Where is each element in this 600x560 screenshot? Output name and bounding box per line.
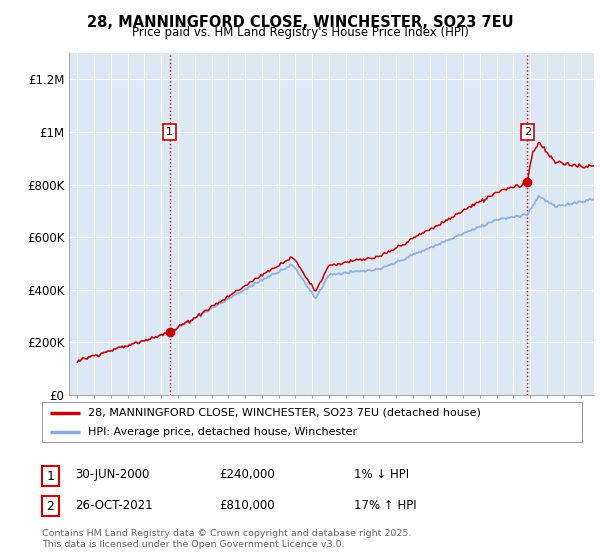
Text: 30-JUN-2000: 30-JUN-2000 <box>75 468 149 482</box>
Text: HPI: Average price, detached house, Winchester: HPI: Average price, detached house, Winc… <box>88 427 357 436</box>
Text: 1: 1 <box>166 127 173 137</box>
Text: 28, MANNINGFORD CLOSE, WINCHESTER, SO23 7EU: 28, MANNINGFORD CLOSE, WINCHESTER, SO23 … <box>86 15 514 30</box>
Text: 2: 2 <box>46 500 55 513</box>
Text: 2: 2 <box>524 127 531 137</box>
Text: Price paid vs. HM Land Registry's House Price Index (HPI): Price paid vs. HM Land Registry's House … <box>131 26 469 39</box>
Text: Contains HM Land Registry data © Crown copyright and database right 2025.
This d: Contains HM Land Registry data © Crown c… <box>42 529 412 549</box>
Text: £240,000: £240,000 <box>219 468 275 482</box>
Text: 1% ↓ HPI: 1% ↓ HPI <box>354 468 409 482</box>
Text: 28, MANNINGFORD CLOSE, WINCHESTER, SO23 7EU (detached house): 28, MANNINGFORD CLOSE, WINCHESTER, SO23 … <box>88 408 481 418</box>
Text: 17% ↑ HPI: 17% ↑ HPI <box>354 498 416 512</box>
Text: 1: 1 <box>46 469 55 483</box>
Text: £810,000: £810,000 <box>219 498 275 512</box>
Text: 26-OCT-2021: 26-OCT-2021 <box>75 498 152 512</box>
